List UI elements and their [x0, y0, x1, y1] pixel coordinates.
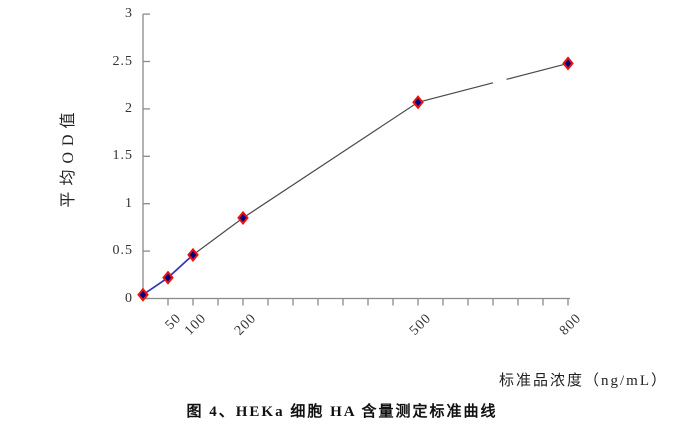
data-point-marker [187, 247, 199, 262]
y-tick-label: 0.5 [112, 243, 133, 259]
data-point-marker [137, 287, 149, 302]
figure-caption: 图 4、HEKa 细胞 HA 含量测定标准曲线 [186, 404, 498, 420]
y-tick-label: 2.5 [112, 53, 133, 69]
y-tick-label: 0 [125, 290, 133, 306]
data-point-marker [412, 95, 424, 110]
y-tick-label: 1.5 [112, 148, 133, 164]
x-axis-title: 标准品浓度（ng/mL） [499, 373, 668, 389]
data-point-marker [162, 270, 174, 285]
y-tick-label: 1 [125, 195, 133, 211]
y-axis-title: 平均OD值 [60, 106, 77, 208]
axis-lines [142, 14, 570, 300]
y-tick-label: 3 [125, 6, 133, 22]
data-point-marker [562, 56, 574, 71]
y-tick-label: 2 [125, 100, 133, 116]
curve-line-main [192, 62, 569, 256]
data-point-marker [237, 210, 249, 225]
